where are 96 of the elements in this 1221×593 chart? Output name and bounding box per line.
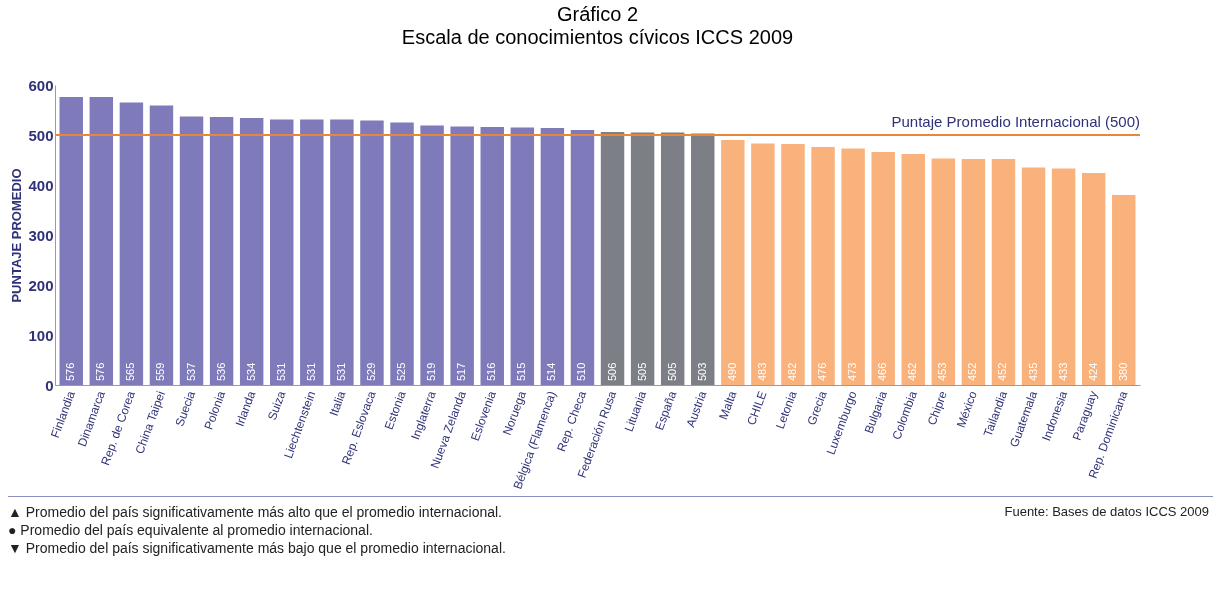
bar: [420, 125, 444, 385]
chart-subtitle: Escala de conocimientos cívicos ICCS 2009: [401, 26, 794, 48]
y-tick-label: 100: [28, 326, 54, 344]
bar: [630, 132, 655, 385]
data-label: 462: [906, 362, 919, 381]
y-tick-label: 600: [28, 76, 54, 94]
bar: [961, 159, 986, 385]
source-note: Fuente: Bases de datos ICCS 2009: [1004, 503, 1209, 521]
bar: [119, 102, 144, 385]
x-tick-label: Italia: [326, 388, 349, 418]
text: ▲ Promedio del país significativamente más alto que el promedio internacional.: [8, 504, 503, 520]
bar: [540, 128, 565, 385]
data-label: 517: [455, 362, 468, 381]
bar: [660, 132, 685, 385]
bar: [510, 127, 535, 385]
data-label: 452: [996, 362, 1009, 381]
bar: [390, 122, 414, 385]
bar: [149, 105, 174, 385]
data-label: 473: [846, 362, 859, 381]
x-tick-label: México: [953, 388, 981, 430]
data-label: 482: [785, 362, 798, 381]
data-label: 452: [966, 362, 979, 381]
bar: [179, 116, 204, 385]
data-label: 433: [1056, 362, 1069, 381]
x-tick-label: Suecia: [172, 388, 199, 429]
data-label: 516: [485, 362, 498, 381]
x-tick-label: Austria: [683, 388, 710, 429]
bar: [480, 127, 504, 385]
data-label: 424: [1086, 362, 1099, 381]
data-label: 531: [334, 362, 347, 381]
data-label: 529: [364, 362, 377, 381]
bar: [1112, 195, 1136, 385]
bar: [270, 119, 294, 385]
x-tick-label: Malta: [716, 388, 740, 422]
data-label: 453: [936, 362, 949, 381]
text: ▼ Promedio del país significativamente más bajo que el promedio internacional.: [8, 539, 507, 557]
data-label: 565: [124, 362, 137, 381]
data-label: 515: [515, 362, 528, 381]
x-tick-label: Chipre: [924, 388, 951, 428]
bar: [991, 159, 1016, 385]
bar: [360, 120, 384, 385]
ref-line-label: Puntaje Promedio Internacional (500): [891, 113, 1140, 130]
y-tick-label: 500: [28, 126, 54, 144]
y-tick-label: 400: [28, 176, 54, 194]
data-label: 576: [94, 362, 107, 381]
bar: [300, 119, 324, 385]
data-label: 510: [575, 362, 588, 381]
data-label: 466: [876, 362, 889, 381]
bar: [330, 119, 354, 385]
bar: [931, 158, 956, 385]
bar: [1051, 168, 1076, 385]
data-label: 483: [755, 362, 768, 381]
bar: [901, 154, 925, 385]
bar: [600, 132, 625, 385]
data-label: 576: [64, 362, 77, 381]
bar: [1081, 173, 1106, 385]
bar: [841, 148, 865, 385]
data-label: 514: [545, 362, 558, 381]
data-label: 537: [184, 362, 197, 381]
bar: [209, 117, 234, 385]
x-tick-label: Suiza: [264, 388, 289, 423]
bar: [89, 97, 114, 385]
bar: [570, 130, 595, 385]
y-tick-label: 0: [45, 376, 54, 394]
data-label: 534: [244, 362, 257, 381]
data-label: 536: [214, 362, 227, 381]
bar: [871, 152, 895, 385]
y-tick-label: 200: [28, 276, 54, 294]
data-label: 531: [304, 362, 317, 381]
data-label: 505: [635, 362, 648, 381]
data-label: 525: [395, 362, 408, 381]
data-label: 490: [725, 362, 738, 381]
bar: [811, 147, 835, 385]
data-label: 559: [154, 362, 167, 381]
data-label: 380: [1116, 362, 1129, 381]
y-axis-title: PUNTAJE PROMEDIO: [9, 168, 25, 303]
bar: [781, 144, 805, 385]
bar: [450, 126, 474, 385]
chart-title: Gráfico 2: [556, 3, 639, 25]
data-label: 435: [1026, 362, 1039, 381]
bar: [751, 143, 775, 385]
bar: [691, 133, 715, 385]
data-label: 531: [274, 362, 287, 381]
bar: [59, 97, 83, 385]
text: ● Promedio del país equivalente al promedio internacional.: [8, 521, 374, 539]
bar: [721, 140, 745, 385]
data-label: 519: [425, 362, 438, 381]
data-label: 505: [665, 362, 678, 381]
x-tick-label: CHILE: [744, 389, 770, 428]
x-tick-label: Grecia: [804, 388, 830, 428]
data-label: 506: [605, 362, 618, 381]
data-label: 476: [816, 362, 829, 381]
data-label: 503: [695, 362, 708, 381]
bar: [239, 118, 264, 385]
bar: [1021, 167, 1046, 385]
y-tick-label: 300: [28, 226, 54, 244]
